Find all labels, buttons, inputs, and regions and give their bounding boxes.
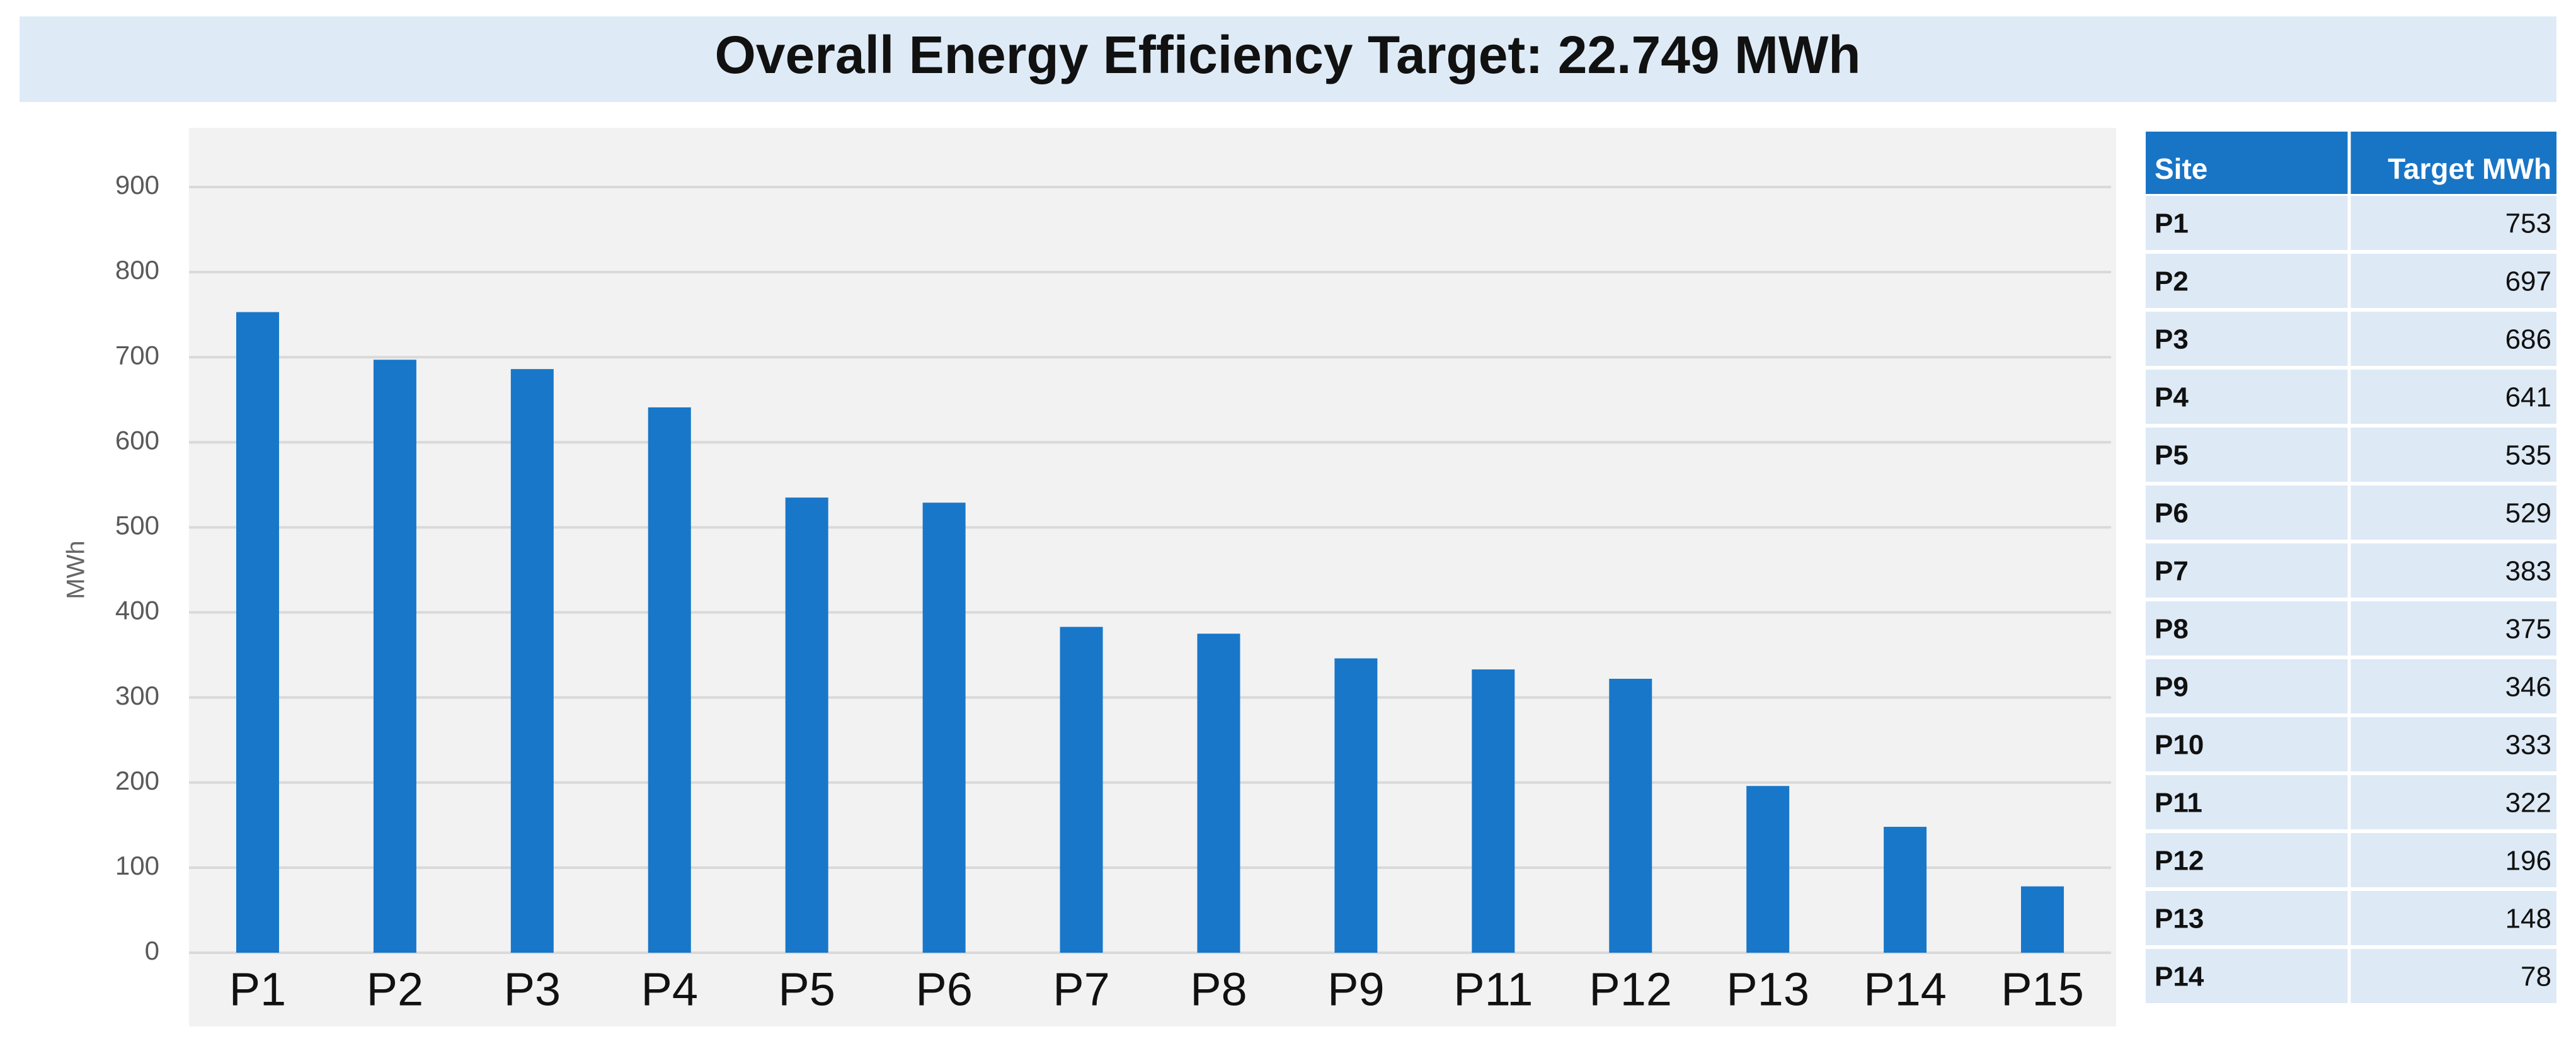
table-header xyxy=(2146,132,2556,194)
target-cell: 148 xyxy=(2505,904,2551,934)
target-cell: 322 xyxy=(2505,788,2551,819)
site-cell: P11 xyxy=(2155,788,2202,819)
target-cell: 641 xyxy=(2505,382,2551,413)
x-tick-label: P14 xyxy=(1863,963,1947,1016)
bar xyxy=(236,312,279,953)
table-row xyxy=(2146,196,2556,250)
column-header: Target MWh xyxy=(2388,152,2551,185)
bar xyxy=(373,360,416,953)
table-row xyxy=(2146,891,2556,945)
site-cell: P13 xyxy=(2155,904,2204,934)
x-tick-label: P9 xyxy=(1327,963,1385,1016)
bar xyxy=(510,369,554,953)
x-tick-label: P15 xyxy=(2001,963,2084,1016)
chart-title: Overall Energy Efficiency Target: 22.749… xyxy=(714,25,1860,84)
target-cell: 196 xyxy=(2505,846,2551,877)
table-row xyxy=(2146,833,2556,887)
x-tick-label: P6 xyxy=(915,963,973,1016)
column-header: Site xyxy=(2155,152,2207,185)
target-cell: 333 xyxy=(2505,730,2551,761)
y-tick-label: 600 xyxy=(115,425,159,455)
site-cell: P10 xyxy=(2155,730,2204,761)
site-cell: P6 xyxy=(2155,498,2189,529)
site-cell: P5 xyxy=(2155,440,2189,471)
x-tick-label: P1 xyxy=(229,963,287,1016)
site-cell: P12 xyxy=(2155,846,2204,877)
site-cell: P9 xyxy=(2155,672,2189,703)
table-row xyxy=(2146,312,2556,366)
x-tick-label: P13 xyxy=(1726,963,1809,1016)
bar xyxy=(1746,786,1790,953)
site-cell: P4 xyxy=(2155,382,2189,413)
target-cell: 697 xyxy=(2505,266,2551,297)
y-tick-label: 900 xyxy=(115,170,159,200)
bar xyxy=(1472,669,1515,953)
target-cell: 686 xyxy=(2505,324,2551,355)
table-row xyxy=(2146,775,2556,829)
table-row xyxy=(2146,601,2556,656)
table-row xyxy=(2146,428,2556,482)
plot-background xyxy=(189,128,2116,1026)
bar xyxy=(1884,827,1927,953)
y-tick-label: 500 xyxy=(115,511,159,540)
bar xyxy=(648,407,691,953)
y-tick-label: 0 xyxy=(145,936,159,965)
x-tick-label: P3 xyxy=(504,963,561,1016)
table-row xyxy=(2146,254,2556,308)
bar xyxy=(2021,886,2064,953)
site-cell: P14 xyxy=(2155,962,2204,992)
target-cell: 375 xyxy=(2505,614,2551,645)
target-cell: 346 xyxy=(2505,672,2551,703)
target-cell: 78 xyxy=(2521,962,2551,992)
table-row xyxy=(2146,485,2556,540)
bar xyxy=(1609,678,1652,953)
bar xyxy=(1197,633,1240,953)
bar xyxy=(1334,658,1378,953)
x-tick-label: P2 xyxy=(367,963,424,1016)
site-cell: P7 xyxy=(2155,556,2189,587)
table-row xyxy=(2146,370,2556,424)
bar xyxy=(1060,627,1103,953)
target-cell: 753 xyxy=(2505,208,2551,239)
title-banner xyxy=(20,16,2556,102)
y-tick-label: 200 xyxy=(115,766,159,795)
target-cell: 383 xyxy=(2505,556,2551,587)
y-axis-title: MWh xyxy=(62,540,90,599)
table-row xyxy=(2146,659,2556,713)
y-tick-label: 800 xyxy=(115,255,159,285)
y-tick-label: 400 xyxy=(115,596,159,625)
x-tick-label: P7 xyxy=(1053,963,1110,1016)
x-tick-label: P4 xyxy=(641,963,698,1016)
table-row xyxy=(2146,543,2556,598)
x-tick-label: P5 xyxy=(778,963,835,1016)
x-tick-label: P8 xyxy=(1190,963,1247,1016)
site-cell: P2 xyxy=(2155,266,2189,297)
y-tick-label: 700 xyxy=(115,340,159,370)
site-cell: P1 xyxy=(2155,208,2189,239)
table-row xyxy=(2146,949,2556,1003)
site-cell: P3 xyxy=(2155,324,2189,355)
x-tick-label: P12 xyxy=(1589,963,1672,1016)
y-tick-label: 300 xyxy=(115,681,159,710)
y-tick-label: 100 xyxy=(115,851,159,880)
bar xyxy=(785,497,828,953)
bar xyxy=(922,502,966,953)
site-cell: P8 xyxy=(2155,614,2189,645)
target-cell: 535 xyxy=(2505,440,2551,471)
table-row xyxy=(2146,717,2556,771)
x-tick-label: P11 xyxy=(1453,963,1533,1016)
target-cell: 529 xyxy=(2505,498,2551,529)
